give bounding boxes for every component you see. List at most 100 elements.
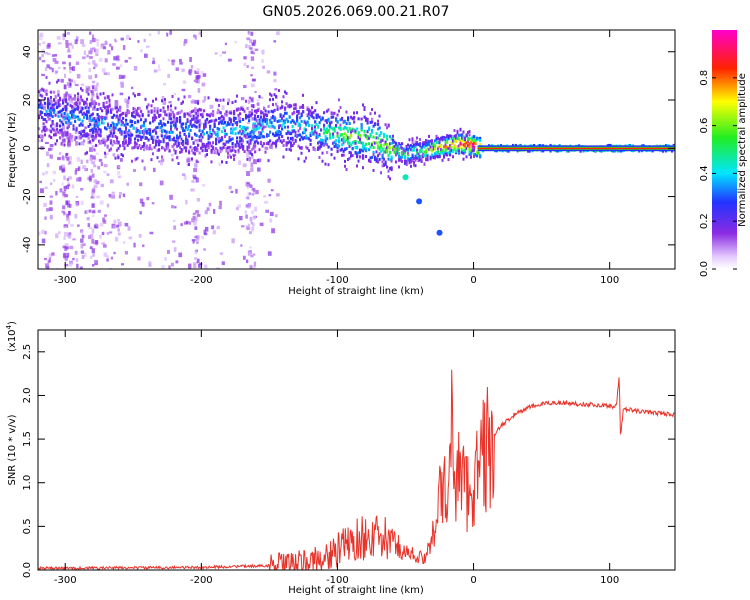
heatmap-ridge-cell bbox=[128, 141, 131, 145]
heatmap-ridge-cell bbox=[401, 153, 404, 157]
heatmap-noise-cell bbox=[69, 132, 72, 137]
heatmap-halo-cell bbox=[467, 140, 469, 144]
heatmap-ridge-cell bbox=[318, 145, 321, 149]
heatmap-noise-cell bbox=[255, 190, 259, 195]
heatmap-noise-cell bbox=[252, 158, 256, 163]
heatmap-halo-cell bbox=[237, 107, 240, 111]
heatmap-halo-cell bbox=[132, 92, 135, 96]
heatmap-halo-cell bbox=[66, 117, 69, 121]
heatmap-noise-cell bbox=[171, 205, 175, 209]
heatmap-ridge-cell bbox=[195, 108, 198, 112]
heatmap-halo-cell bbox=[288, 147, 291, 151]
heatmap-halo-cell bbox=[468, 130, 471, 134]
heatmap-halo-cell bbox=[306, 113, 309, 117]
heatmap-ridge-cell bbox=[225, 110, 228, 114]
heatmap-ridge-cell bbox=[294, 103, 297, 107]
heatmap-ridge-cell bbox=[333, 129, 336, 133]
heatmap-ridge-cell bbox=[51, 103, 54, 107]
heatmap-ridge-cell bbox=[107, 137, 110, 141]
heatmap-noise-cell bbox=[101, 242, 106, 245]
heatmap-ridge-cell bbox=[282, 143, 285, 147]
heatmap-halo-cell bbox=[68, 124, 70, 128]
heatmap-ridge-cell bbox=[434, 147, 437, 151]
heatmap-halo-cell bbox=[218, 152, 220, 156]
heatmap-ridge-cell bbox=[345, 147, 348, 151]
heatmap-ridge-cell bbox=[164, 112, 167, 116]
heatmap-ridge-cell bbox=[57, 101, 60, 105]
heatmap-halo-cell bbox=[383, 163, 385, 167]
heatmap-noise-cell bbox=[59, 131, 64, 135]
heatmap-ridge-cell bbox=[371, 117, 374, 121]
heatmap-ridge-cell bbox=[236, 108, 239, 112]
heatmap-halo-cell bbox=[426, 157, 429, 161]
heatmap-halo-cell bbox=[437, 147, 439, 151]
heatmap-halo-cell bbox=[224, 129, 226, 133]
heatmap-halo-cell bbox=[50, 135, 52, 139]
heatmap-ridge-cell bbox=[356, 153, 359, 157]
heatmap-noise-cell bbox=[62, 36, 66, 41]
heatmap-halo-cell bbox=[213, 119, 216, 123]
heatmap-noise-cell bbox=[61, 168, 65, 173]
heatmap-noise-cell bbox=[111, 132, 114, 136]
heatmap-noise-cell bbox=[50, 147, 53, 151]
heatmap-ridge-cell bbox=[413, 148, 416, 152]
heatmap-noise-cell bbox=[96, 41, 99, 47]
heatmap-halo-cell bbox=[339, 106, 342, 110]
heatmap-noise-cell bbox=[148, 260, 152, 266]
heatmap-noise-cell bbox=[92, 187, 96, 193]
heatmap-ridge-cell bbox=[461, 150, 464, 154]
colorbar-ticks: 0.00.20.40.60.8 bbox=[699, 70, 737, 277]
heatmap-ridge-cell bbox=[59, 124, 62, 128]
heatmap-ridge-cell bbox=[188, 134, 191, 138]
heatmap-noise-cell bbox=[71, 44, 74, 49]
heatmap-noise-cell bbox=[124, 111, 128, 116]
heatmap-ridge-cell bbox=[170, 117, 173, 121]
heatmap-halo-cell bbox=[441, 158, 444, 162]
heatmap-halo-cell bbox=[275, 94, 277, 98]
heatmap-ridge-cell bbox=[359, 133, 362, 137]
heatmap-halo-cell bbox=[164, 148, 166, 152]
heatmap-noise-cell bbox=[193, 107, 197, 110]
heatmap-halo-cell bbox=[80, 87, 82, 91]
heatmap-noise-cell bbox=[67, 140, 71, 146]
heatmap-ridge-cell bbox=[107, 110, 110, 114]
heatmap-noise-cell bbox=[41, 229, 45, 235]
heatmap-ridge-cell bbox=[287, 104, 290, 108]
heatmap-ridge-cell bbox=[54, 130, 57, 134]
heatmap-ridge-cell bbox=[462, 143, 465, 147]
heatmap-noise-cell bbox=[92, 155, 96, 160]
heatmap-noise-cell bbox=[63, 211, 66, 215]
heatmap-ridge-cell bbox=[180, 141, 183, 145]
heatmap-ridge-cell bbox=[153, 109, 156, 113]
heatmap-ridge-cell bbox=[224, 143, 227, 147]
heatmap-halo-cell bbox=[371, 108, 373, 112]
heatmap-halo-cell bbox=[120, 131, 123, 135]
heatmap-halo-cell bbox=[443, 155, 445, 159]
heatmap-noise-cell bbox=[254, 206, 257, 212]
heatmap-noise-cell bbox=[89, 179, 92, 182]
heatmap-ridge-cell bbox=[296, 114, 299, 118]
heatmap-ridge-cell bbox=[363, 129, 366, 133]
heatmap-halo-cell bbox=[329, 124, 331, 128]
heatmap-ridge-cell bbox=[333, 145, 336, 149]
heatmap-noise-cell bbox=[62, 253, 67, 259]
heatmap-ridge-cell bbox=[81, 112, 84, 116]
heatmap-halo-cell bbox=[110, 147, 112, 151]
heatmap-halo-cell bbox=[377, 154, 379, 158]
heatmap-ridge-cell bbox=[434, 152, 437, 156]
heatmap-noise-cell bbox=[273, 79, 277, 83]
heatmap-ridge-cell bbox=[245, 116, 248, 120]
heatmap-halo-cell bbox=[185, 134, 187, 138]
heatmap-noise-cell bbox=[192, 212, 196, 215]
heatmap-noise-cell bbox=[181, 68, 185, 73]
heatmap-noise-cell bbox=[203, 229, 207, 235]
heatmap-noise-cell bbox=[117, 175, 122, 179]
heatmap-ridge-cell bbox=[303, 136, 306, 140]
heatmap-ridge-cell bbox=[51, 108, 54, 112]
heatmap-ridge-cell bbox=[297, 111, 300, 115]
heatmap-ridge-cell bbox=[281, 134, 284, 138]
heatmap-ridge-cell bbox=[99, 140, 102, 144]
heatmap-ridge-cell bbox=[411, 148, 414, 152]
heatmap-halo-cell bbox=[62, 99, 64, 103]
heatmap-noise-cell bbox=[103, 244, 107, 248]
